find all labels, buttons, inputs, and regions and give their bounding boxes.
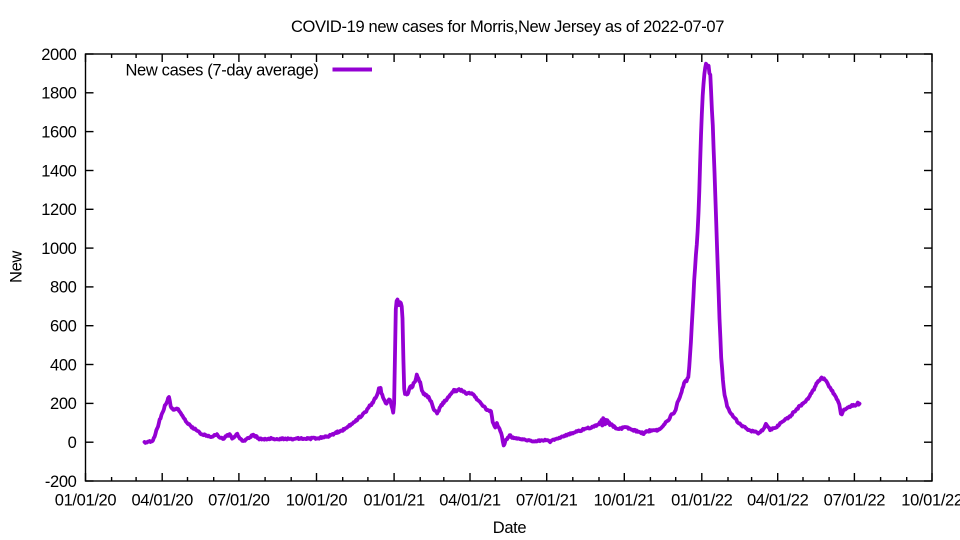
svg-text:New: New: [8, 251, 26, 283]
svg-text:New cases (7-day average): New cases (7-day average): [125, 62, 318, 80]
svg-text:01/01/20: 01/01/20: [55, 492, 117, 510]
svg-text:04/01/22: 04/01/22: [747, 492, 809, 510]
svg-text:10/01/21: 10/01/21: [594, 492, 656, 510]
svg-text:1000: 1000: [41, 240, 76, 258]
svg-text:1600: 1600: [41, 123, 76, 141]
svg-text:07/01/22: 07/01/22: [824, 492, 886, 510]
svg-text:1400: 1400: [41, 162, 76, 180]
svg-text:1200: 1200: [41, 201, 76, 219]
svg-text:600: 600: [50, 318, 77, 336]
svg-text:07/01/20: 07/01/20: [208, 492, 270, 510]
svg-text:1800: 1800: [41, 85, 76, 103]
svg-text:400: 400: [50, 356, 77, 374]
svg-text:01/01/22: 01/01/22: [671, 492, 733, 510]
svg-text:0: 0: [68, 434, 77, 452]
svg-text:COVID-19 new cases for Morris,: COVID-19 new cases for Morris,New Jersey…: [291, 18, 724, 36]
svg-text:-200: -200: [45, 473, 77, 491]
svg-text:10/01/20: 10/01/20: [286, 492, 348, 510]
svg-text:Date: Date: [493, 519, 527, 537]
svg-text:2000: 2000: [41, 46, 76, 64]
svg-text:200: 200: [50, 395, 77, 413]
svg-text:800: 800: [50, 279, 77, 297]
svg-text:01/01/21: 01/01/21: [363, 492, 425, 510]
svg-text:07/01/21: 07/01/21: [516, 492, 578, 510]
svg-text:04/01/21: 04/01/21: [439, 492, 501, 510]
svg-text:04/01/20: 04/01/20: [131, 492, 193, 510]
svg-text:10/01/22: 10/01/22: [901, 492, 960, 510]
